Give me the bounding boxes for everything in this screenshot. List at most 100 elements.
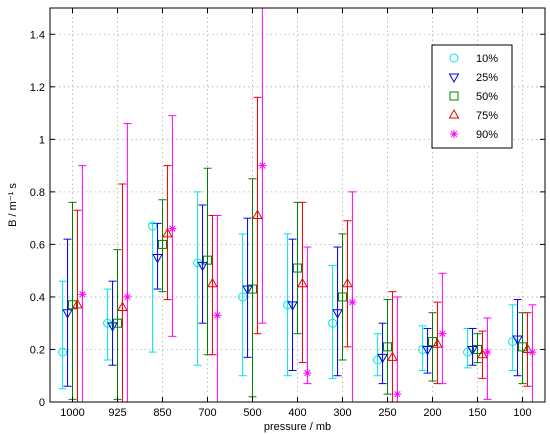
error-bar [483,317,492,400]
data-point-marker [512,335,523,345]
y-tick-label: 0.2 [30,344,45,356]
data-point-marker [438,329,447,338]
error-bar [243,217,252,358]
data-point-marker [422,345,433,356]
asterisk-stroke [450,130,458,138]
data-point-marker [258,161,267,170]
error-bar [288,238,297,371]
asterisk-stroke [169,225,176,232]
error-bar [298,201,307,364]
y-tick-label: 1 [39,134,45,146]
error-bar [253,96,262,335]
y-tick-label: 0 [39,397,45,409]
data-point-marker [168,224,177,233]
legend: 10% 25% 50% 75% 90% [431,44,513,149]
data-point-marker [418,344,428,354]
data-point-marker [78,290,87,299]
data-point-marker [477,348,488,359]
data-point-marker [158,239,167,249]
data-point-marker [383,342,392,352]
asterisk-stroke [304,369,311,377]
asterisk-stroke [259,162,266,169]
data-point-marker [113,318,122,328]
error-bar [213,215,222,402]
data-point-marker [58,347,68,357]
data-point-marker [207,277,218,288]
axis-ticks: 0 0.2 0.4 0.6 0.8 1 1.2 1.4 1000 925 850 700 500 400 3… [30,8,545,419]
legend-label: 10% [476,53,498,65]
x-tick-label: 700 [198,407,216,419]
x-tick-label: 250 [378,407,396,419]
error-bar [338,233,347,361]
data-point-marker [348,298,357,307]
y-tick-label: 0.4 [30,292,45,304]
legend-marker [448,73,460,84]
legend-label: 90% [476,129,498,141]
data-point-marker [117,301,128,311]
x-tick-label: 100 [513,407,531,419]
data-point-marker [203,255,212,265]
x-tick-label: 200 [423,407,441,419]
error-bar [513,299,522,377]
legend-marker [449,91,459,101]
data-point-marker [162,227,173,238]
error-bar [328,264,337,379]
data-point-marker [332,309,343,319]
error-bar [118,183,127,402]
x-tick-label: 150 [468,407,486,419]
error-bar [163,165,172,301]
data-markers [58,161,537,399]
error-bar [418,325,427,371]
error-bar [283,233,292,377]
data-point-marker [152,254,163,264]
data-point-marker [338,292,347,302]
data-point-marker [473,344,482,354]
legend-box [431,44,513,149]
y-tick-label: 1.4 [30,29,45,41]
error-bar [423,327,432,374]
data-point-marker [238,292,248,302]
data-point-marker [123,292,132,301]
legend-marker [448,108,460,119]
data-point-marker [62,309,73,319]
error-bar [393,296,402,402]
x-tick-label: 300 [333,407,351,419]
error-bar [343,220,352,348]
data-point-marker [248,284,257,294]
asterisk-stroke [529,348,536,356]
error-bar [63,238,72,387]
error-bar [198,204,207,324]
error-bar [478,330,487,379]
data-point-marker [303,369,312,378]
error-bar [378,322,387,385]
data-point-marker [148,221,158,231]
asterisk-stroke [484,348,491,356]
data-point-marker [432,338,443,348]
legend-label: 50% [476,91,498,103]
x-tick-label: 1000 [60,407,84,419]
error-bar [373,333,382,377]
y-tick-label: 0.8 [30,187,45,199]
error-bar [303,246,312,385]
asterisk-stroke [124,293,131,301]
data-point-marker [297,277,308,288]
y-tick-label: 1.2 [30,82,45,94]
error-bar [78,165,87,402]
error-bar [348,191,357,402]
legend-marker [449,53,459,63]
legend-marker [450,130,458,138]
error-bar [238,233,247,377]
data-point-marker [387,351,398,361]
data-point-marker [528,348,537,357]
error-bar [123,123,132,402]
data-point-marker [197,261,208,272]
x-tick-label: 500 [243,407,261,419]
asterisk-stroke [439,330,446,337]
error-bar [388,291,397,402]
data-point-marker [213,311,222,320]
x-tick-label: 850 [153,407,171,419]
data-point-marker [283,300,293,310]
asterisk-stroke [79,291,86,298]
data-point-marker [342,277,353,288]
error-bar [428,312,437,382]
